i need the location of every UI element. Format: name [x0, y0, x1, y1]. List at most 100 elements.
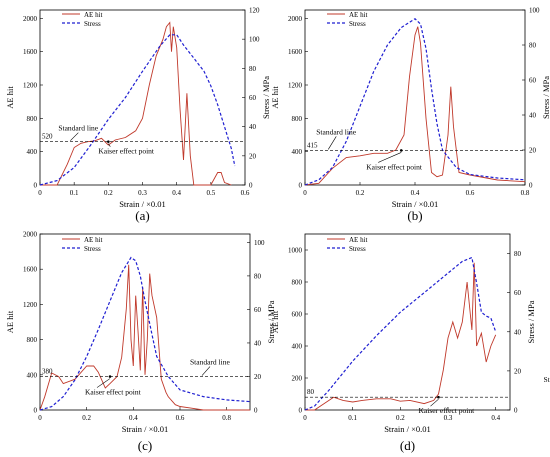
y-left-tick-label: 0	[34, 407, 38, 415]
y-right-tick-label: 20	[254, 373, 262, 381]
y-left-tick-label: 1600	[288, 48, 303, 56]
y-right-tick-label: 0	[514, 407, 518, 415]
x-tick-label: 0.3	[138, 189, 147, 197]
threshold-label: 415	[307, 141, 318, 149]
x-tick-label: 0.1	[348, 414, 357, 422]
y-left-tick-label: 1200	[23, 82, 38, 90]
chart-panel: 0 0.1 0.2 0.3 0.4 0 200 400 600 800 1000 0 20 40 60 80 A…	[270, 233, 550, 453]
threshold-label: 520	[42, 133, 53, 141]
kaiser-arrow	[108, 143, 111, 147]
legend-ae-label: AE hit	[84, 11, 103, 19]
y-right-tick-label: 0	[249, 182, 253, 190]
ae-hit-series	[40, 21, 232, 186]
y-left-tick-label: 1200	[23, 301, 38, 309]
y-left-tick-label: 600	[292, 311, 303, 319]
y-left-tick-label: 800	[292, 115, 303, 123]
x-tick-label: 0.5	[206, 189, 215, 197]
y-left-axis-label: AE hit	[5, 310, 15, 333]
kaiser-arrow	[96, 378, 111, 388]
y-right-tick-label: 40	[529, 112, 537, 120]
kaiser-annotation: Kaiser effect point	[85, 388, 142, 397]
stress-series	[304, 18, 526, 186]
legend-ae-label: AE hit	[349, 11, 368, 19]
y-right-tick-label: 60	[529, 77, 537, 85]
standard-line-arrow	[201, 366, 211, 376]
standard-line-annotation: Standard line	[190, 358, 230, 367]
y-right-tick-label: 40	[249, 123, 257, 131]
y-right-tick-label: 100	[249, 36, 260, 44]
x-tick-label: 0.2	[396, 414, 405, 422]
y-left-tick-label: 0	[34, 182, 38, 190]
panel-caption: (c)	[138, 438, 152, 453]
y-right-tick-label: 60	[254, 306, 262, 314]
y-left-tick-label: 400	[292, 343, 303, 351]
y-left-tick-label: 800	[292, 279, 303, 287]
x-tick-label: 0.2	[82, 414, 91, 422]
x-tick-label: 0.1	[70, 189, 79, 197]
legend-stress-label: Stress	[84, 20, 101, 28]
x-axis-label: Strain / ×0.01	[122, 424, 169, 434]
y-left-tick-label: 1000	[288, 247, 303, 255]
legend-stress-label: Stress	[349, 245, 366, 253]
y-right-tick-label: 20	[514, 367, 522, 375]
x-tick-label: 0.8	[222, 414, 231, 422]
x-axis-label: Strain / ×0.01	[119, 199, 166, 209]
y-right-axis-label: Stress / MPa	[261, 76, 271, 119]
y-right-tick-label: 20	[249, 152, 257, 160]
y-left-tick-label: 0	[299, 407, 303, 415]
x-tick-label: 0.2	[104, 189, 113, 197]
standard-line-arrow	[70, 132, 79, 141]
y-right-tick-label: 40	[254, 339, 262, 347]
stress-series	[39, 34, 236, 186]
standard-line-arrow	[327, 136, 337, 150]
legend-ae-label: AE hit	[84, 236, 103, 244]
y-right-tick-label: 0	[529, 182, 533, 190]
stress-series	[304, 256, 497, 411]
legend-stress-label: Stress	[84, 245, 101, 253]
plot-frame	[304, 233, 511, 411]
y-right-tick-label: 80	[514, 250, 522, 258]
y-right-tick-label: 80	[254, 272, 262, 280]
legend-ae-label: AE hit	[349, 236, 368, 244]
y-left-tick-label: 400	[27, 371, 38, 379]
kaiser-point	[107, 140, 110, 143]
x-tick-label: 0.6	[466, 189, 475, 197]
x-tick-label: 0.4	[129, 414, 138, 422]
y-left-axis-label: AE hit	[270, 86, 280, 109]
panel-caption: (a)	[135, 208, 149, 223]
y-right-tick-label: 20	[529, 147, 537, 155]
kaiser-point	[437, 395, 440, 399]
kaiser-annotation: Kaiser effect point	[98, 147, 155, 156]
y-right-tick-label: 40	[514, 328, 522, 336]
x-axis-label: Strain / ×0.01	[384, 424, 431, 434]
x-tick-label: 0	[38, 189, 42, 197]
y-left-tick-label: 2000	[23, 231, 38, 239]
plot-frame	[39, 9, 246, 186]
x-tick-label: 0.4	[491, 414, 500, 422]
y-right-axis-label: Stress / MPa	[266, 300, 276, 343]
standard-line-annotation: Standard line	[58, 124, 98, 133]
y-right-axis-label: Stress / MPa	[526, 300, 536, 343]
y-right-tick-label: 60	[514, 289, 522, 297]
y-left-tick-label: 1600	[23, 266, 38, 274]
y-left-tick-label: 400	[27, 148, 38, 156]
x-tick-label: 0.6	[176, 414, 185, 422]
x-tick-label: 0	[303, 189, 307, 197]
x-tick-label: 0	[38, 414, 42, 422]
x-tick-label: 0.3	[444, 414, 453, 422]
kaiser-annotation: Kaiser effect point	[418, 406, 475, 415]
legend-stress-label: Stress	[349, 20, 366, 28]
x-tick-label: 0.2	[356, 189, 365, 197]
y-left-tick-label: 800	[27, 336, 38, 344]
chart-panel: 0 0.2 0.4 0.6 0.8040080012001600200002040608…	[270, 7, 550, 224]
kaiser-annotation: Kaiser effect point	[366, 162, 423, 171]
y-right-tick-label: 100	[529, 7, 540, 15]
ae-hit-series	[304, 26, 526, 186]
x-tick-label: 0.4	[172, 189, 181, 197]
ae-hit-series	[305, 262, 497, 411]
y-left-tick-label: 1600	[23, 48, 38, 56]
x-tick-label: 0.4	[411, 189, 420, 197]
y-right-tick-label: 100	[254, 239, 265, 247]
y-left-tick-label: 0	[299, 182, 303, 190]
